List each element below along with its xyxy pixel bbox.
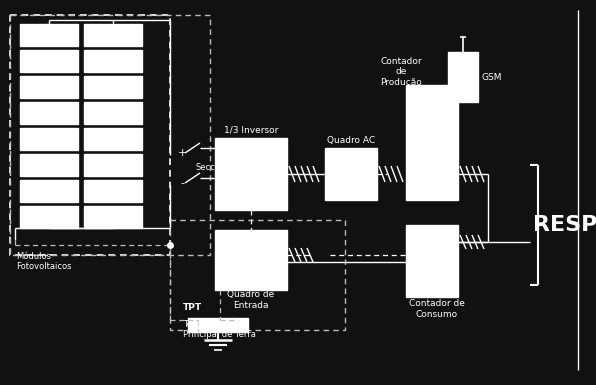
- Text: TPT: TPT: [183, 303, 202, 313]
- Bar: [325, 148, 377, 200]
- Bar: [84, 24, 142, 46]
- Bar: [215, 230, 287, 290]
- Bar: [406, 225, 458, 297]
- Text: +: +: [178, 148, 187, 158]
- Bar: [84, 154, 142, 176]
- Text: -: -: [180, 178, 184, 188]
- Bar: [10, 15, 210, 255]
- Bar: [10, 15, 170, 255]
- Text: Contador
de
Produção: Contador de Produção: [380, 57, 422, 87]
- Bar: [20, 128, 78, 150]
- Bar: [84, 76, 142, 98]
- Bar: [215, 138, 287, 210]
- Bar: [84, 102, 142, 124]
- Text: 1/3 Inversor: 1/3 Inversor: [224, 126, 278, 134]
- Text: Terminal
Principal de Terra: Terminal Principal de Terra: [183, 320, 256, 340]
- Bar: [84, 180, 142, 202]
- Text: Seccionamento: Seccionamento: [195, 164, 260, 172]
- Text: GSM: GSM: [482, 72, 502, 82]
- Bar: [20, 154, 78, 176]
- Bar: [406, 85, 458, 200]
- Text: Quadro de
Entrada: Quadro de Entrada: [228, 290, 275, 310]
- Bar: [448, 52, 478, 102]
- Bar: [20, 50, 78, 72]
- Bar: [20, 76, 78, 98]
- Bar: [84, 206, 142, 228]
- Bar: [170, 220, 345, 330]
- Text: Quadro AC: Quadro AC: [327, 136, 375, 144]
- Bar: [188, 318, 248, 332]
- Bar: [84, 50, 142, 72]
- Text: Contador de
Consumo: Contador de Consumo: [409, 299, 465, 319]
- Text: RESP: RESP: [533, 215, 596, 235]
- Text: Módulos
Fotovoltaicos: Módulos Fotovoltaicos: [16, 252, 72, 271]
- Bar: [20, 180, 78, 202]
- Bar: [84, 128, 142, 150]
- Bar: [20, 206, 78, 228]
- Bar: [20, 24, 78, 46]
- Bar: [20, 102, 78, 124]
